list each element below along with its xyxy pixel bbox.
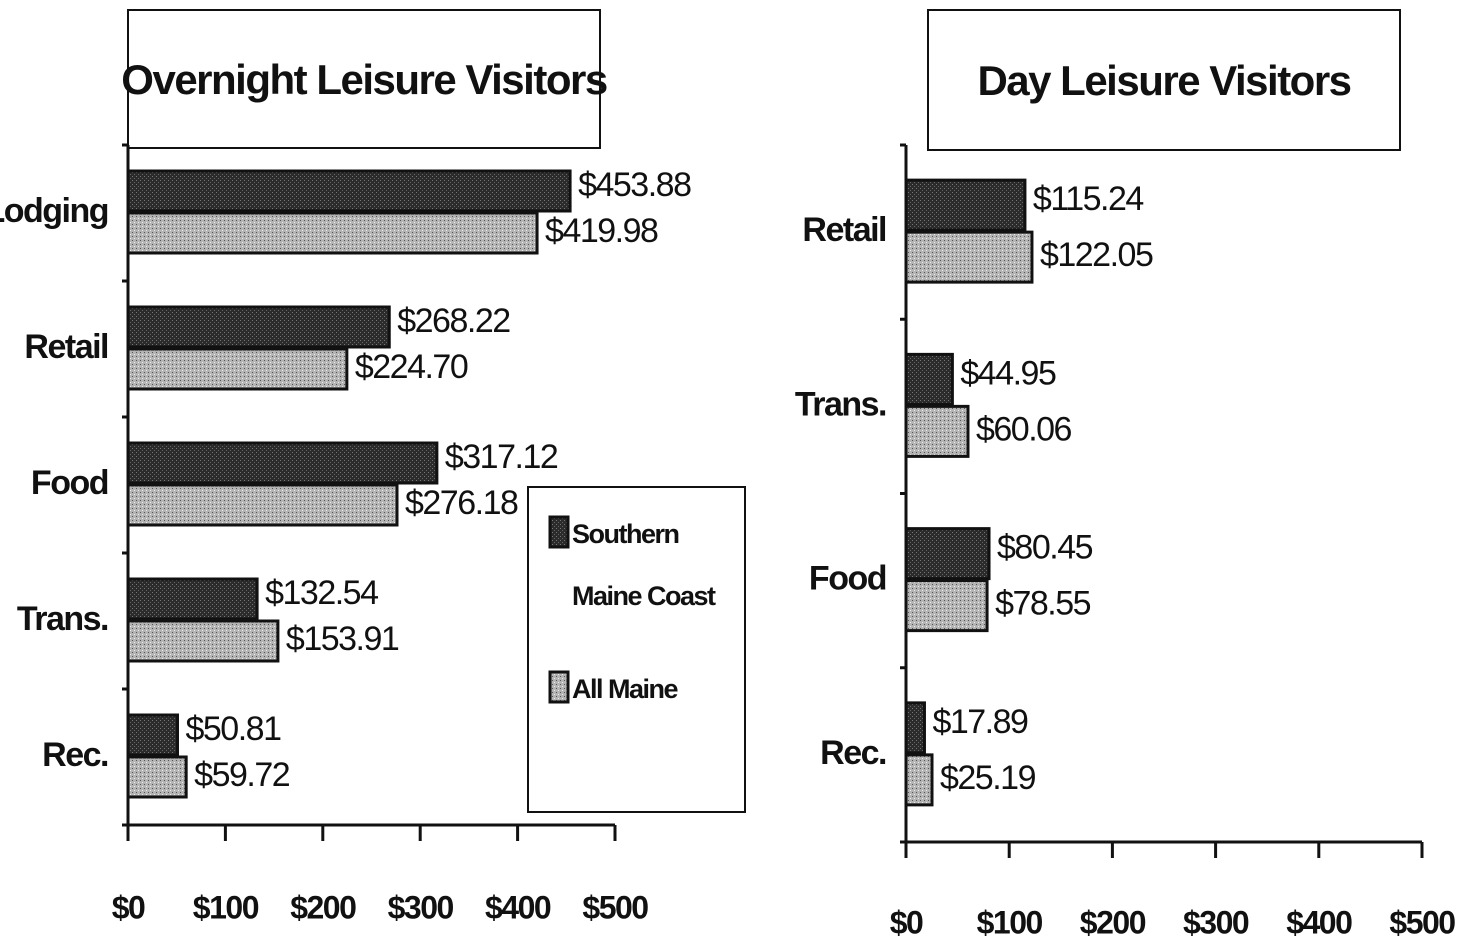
bar xyxy=(904,753,934,807)
bar xyxy=(904,352,954,406)
value-label: $60.06 xyxy=(976,410,1072,448)
y-tick-label: Retail xyxy=(802,211,886,249)
value-label: $224.70 xyxy=(355,348,468,386)
value-label: $419.98 xyxy=(545,212,658,250)
y-tick-label: Trans. xyxy=(795,385,886,423)
x-tick-label: $200 xyxy=(290,889,356,925)
legend-box xyxy=(527,486,746,813)
chart-title: Day Leisure Visitors xyxy=(977,57,1350,104)
bar xyxy=(904,178,1027,232)
x-tick-label: $500 xyxy=(1389,904,1455,940)
value-label: $276.18 xyxy=(405,484,518,522)
x-tick-label: $0 xyxy=(890,904,923,940)
x-tick-label: $500 xyxy=(582,889,648,925)
bar xyxy=(126,483,399,527)
value-label: $50.81 xyxy=(185,710,281,748)
y-tick-label: Lodging xyxy=(0,192,108,230)
y-tick-label: Retail xyxy=(24,328,108,366)
y-tick-label: Food xyxy=(31,464,108,502)
legend-item: Southern Maine Coast xyxy=(572,519,716,611)
x-tick-label: $200 xyxy=(1080,904,1146,940)
value-label: $25.19 xyxy=(940,759,1036,797)
bar xyxy=(904,579,989,633)
value-label: $317.12 xyxy=(445,438,558,476)
legend-item: All Maine xyxy=(572,674,679,704)
title-box xyxy=(927,9,1401,151)
x-tick-label: $300 xyxy=(388,889,454,925)
x-tick-label: $100 xyxy=(193,889,259,925)
value-label: $122.05 xyxy=(1040,236,1153,274)
value-label: $80.45 xyxy=(997,529,1093,567)
bar xyxy=(126,211,539,255)
value-label: $115.24 xyxy=(1033,180,1143,218)
value-label: $453.88 xyxy=(578,166,691,204)
value-label: $132.54 xyxy=(265,574,378,612)
x-tick-label: $400 xyxy=(485,889,551,925)
x-tick-label: $100 xyxy=(977,904,1043,940)
bar xyxy=(126,577,259,621)
legend-label: All Maine xyxy=(572,674,679,704)
bar xyxy=(126,305,391,349)
bar xyxy=(904,527,991,581)
y-tick-label: Rec. xyxy=(820,734,886,772)
bar xyxy=(126,619,280,663)
bar xyxy=(126,755,188,799)
bar xyxy=(904,701,926,755)
value-label: $78.55 xyxy=(995,585,1091,623)
y-tick-label: Food xyxy=(809,560,886,598)
chart-title: Overnight Leisure Visitors xyxy=(121,56,607,103)
bar xyxy=(126,441,439,485)
value-label: $59.72 xyxy=(194,756,290,794)
bar xyxy=(126,169,572,213)
x-tick-label: $0 xyxy=(112,889,145,925)
bar xyxy=(904,230,1034,284)
bar xyxy=(126,347,349,391)
legend-label: Southern Maine Coast xyxy=(572,519,716,611)
bar xyxy=(126,713,179,757)
value-label: $153.91 xyxy=(286,620,399,658)
value-label: $17.89 xyxy=(932,703,1028,741)
x-tick-label: $400 xyxy=(1286,904,1352,940)
x-tick-label: $300 xyxy=(1183,904,1249,940)
bar xyxy=(904,404,970,458)
legend-swatch xyxy=(548,670,570,704)
title-box xyxy=(127,9,601,149)
value-label: $44.95 xyxy=(960,354,1056,392)
y-tick-label: Rec. xyxy=(42,736,108,774)
legend-swatch xyxy=(548,515,570,549)
y-tick-label: Trans. xyxy=(17,600,108,638)
value-label: $268.22 xyxy=(397,302,510,340)
